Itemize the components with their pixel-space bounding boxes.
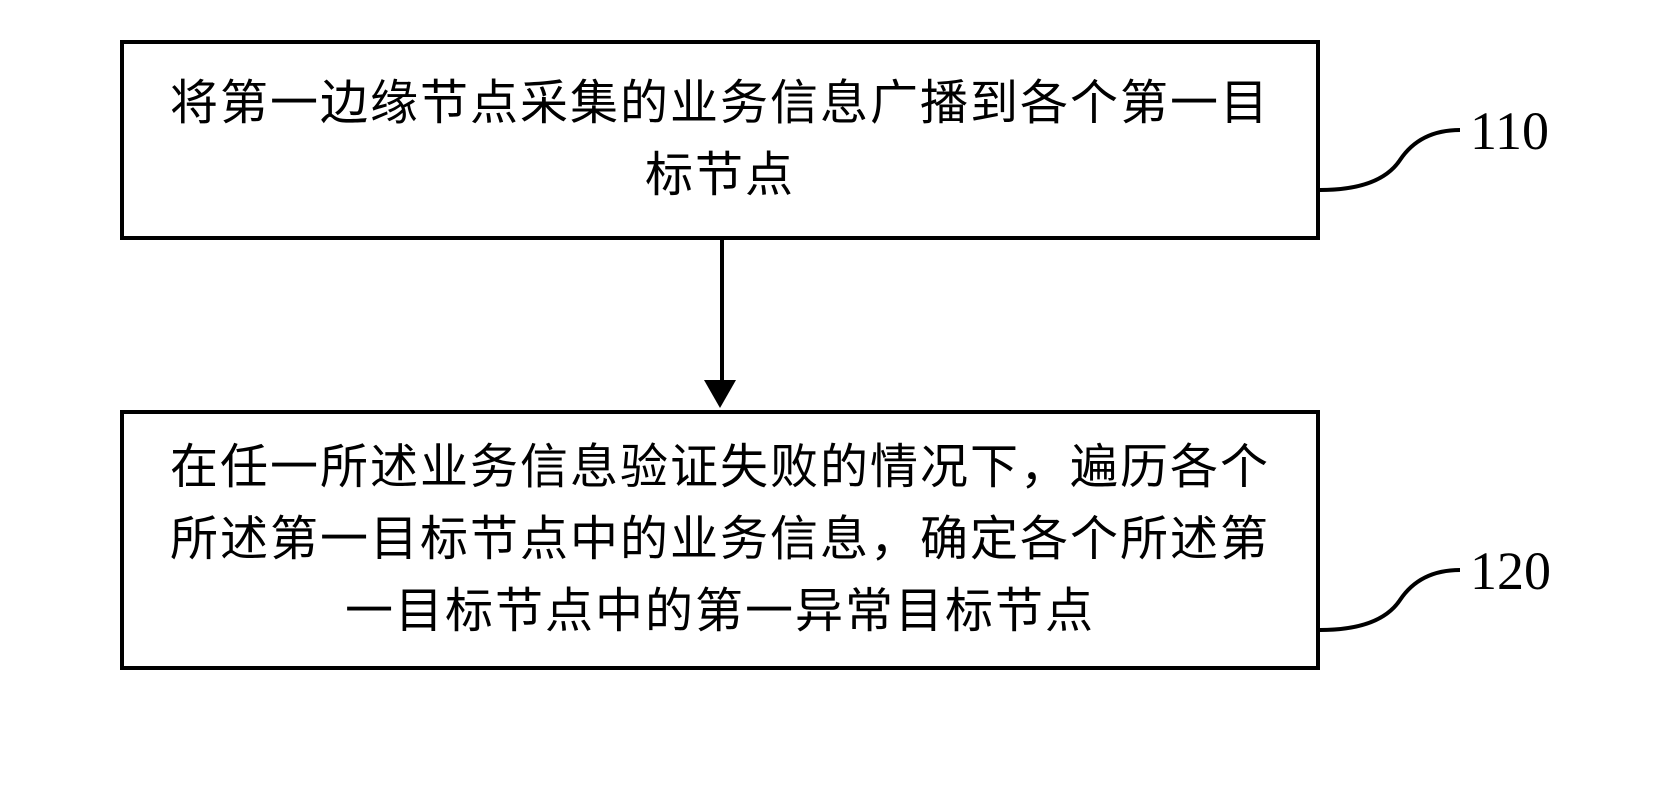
step-2-label: 120: [1470, 540, 1551, 602]
flowchart-container: 将第一边缘节点采集的业务信息广播到各个第一目标节点 在任一所述业务信息验证失败的…: [120, 40, 1540, 670]
step-2-text: 在任一所述业务信息验证失败的情况下，遍历各个所述第一目标节点中的业务信息，确定各…: [164, 432, 1276, 648]
flowchart-step-2: 在任一所述业务信息验证失败的情况下，遍历各个所述第一目标节点中的业务信息，确定各…: [120, 410, 1320, 670]
arrow-connector: [720, 240, 724, 380]
step-1-text: 将第一边缘节点采集的业务信息广播到各个第一目标节点: [164, 68, 1276, 212]
flowchart-step-1: 将第一边缘节点采集的业务信息广播到各个第一目标节点: [120, 40, 1320, 240]
step-1-label: 110: [1470, 100, 1549, 162]
arrow-head-icon: [704, 380, 736, 408]
